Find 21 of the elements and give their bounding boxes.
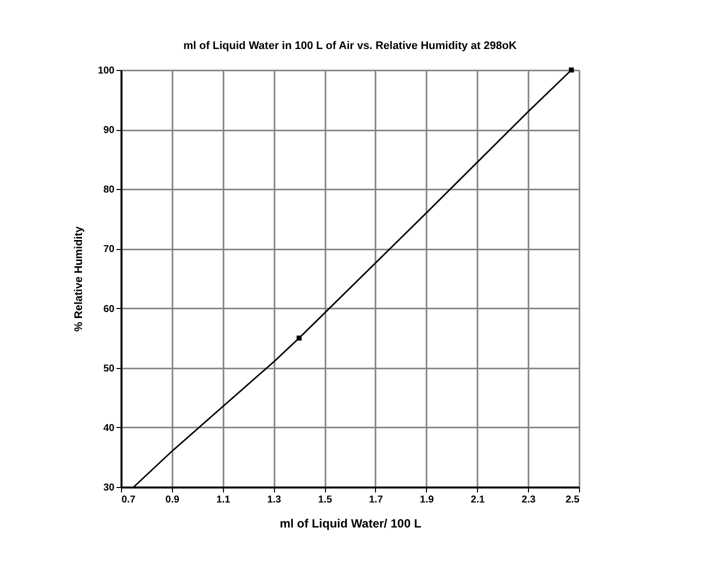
x-tick-label: 0.7 bbox=[122, 494, 136, 506]
x-tick-label: 1.3 bbox=[267, 494, 282, 506]
x-tick-label: 2.3 bbox=[522, 494, 536, 506]
y-tick-label: 60 bbox=[103, 304, 115, 315]
x-tick-label: 2.5 bbox=[566, 494, 580, 506]
x-tick-label: 1.7 bbox=[368, 494, 384, 506]
y-tick-label: 70 bbox=[103, 244, 115, 256]
y-tick-label: 80 bbox=[103, 184, 115, 196]
x-tick-label: 1.5 bbox=[318, 494, 332, 506]
x-tick-label: 0.9 bbox=[165, 494, 180, 506]
x-tick-label: 1.9 bbox=[420, 494, 434, 506]
y-tick-label: 100 bbox=[98, 66, 115, 76]
y-axis-title: % Relative Humidity bbox=[72, 226, 85, 332]
x-tick-label: 1.1 bbox=[216, 494, 231, 506]
y-tick-label: 90 bbox=[103, 125, 115, 136]
x-axis-title: ml of Liquid Water/ 100 L bbox=[280, 516, 422, 530]
y-tick-label: 40 bbox=[103, 422, 115, 434]
y-tick-label: 50 bbox=[103, 363, 115, 374]
chart-title: ml of Liquid Water in 100 L of Air vs. Relative Humidity at 298oK bbox=[183, 40, 517, 52]
x-tick-label: 2.1 bbox=[470, 494, 486, 506]
y-tick-label: 30 bbox=[103, 482, 115, 494]
